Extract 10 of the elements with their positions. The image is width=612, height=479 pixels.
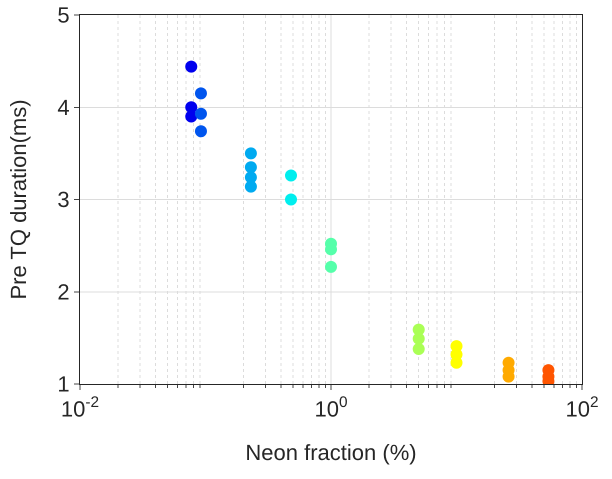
- y-axis-title: Pre TQ duration(ms): [6, 99, 31, 300]
- y-tick-label: 2: [57, 279, 70, 304]
- x-tick-label: 10$^{2}$: [565, 394, 599, 422]
- x-tick-label: 10$^{-2}$: [60, 394, 100, 422]
- y-tick-label: 4: [57, 94, 70, 120]
- y-tick-label: 5: [57, 2, 70, 28]
- x-axis-title: Neon fraction (%): [245, 440, 417, 465]
- x-tick-label: 10$^{0}$: [314, 394, 348, 422]
- y-tick-label: 1: [57, 372, 70, 397]
- y-tick-label: 3: [57, 187, 70, 212]
